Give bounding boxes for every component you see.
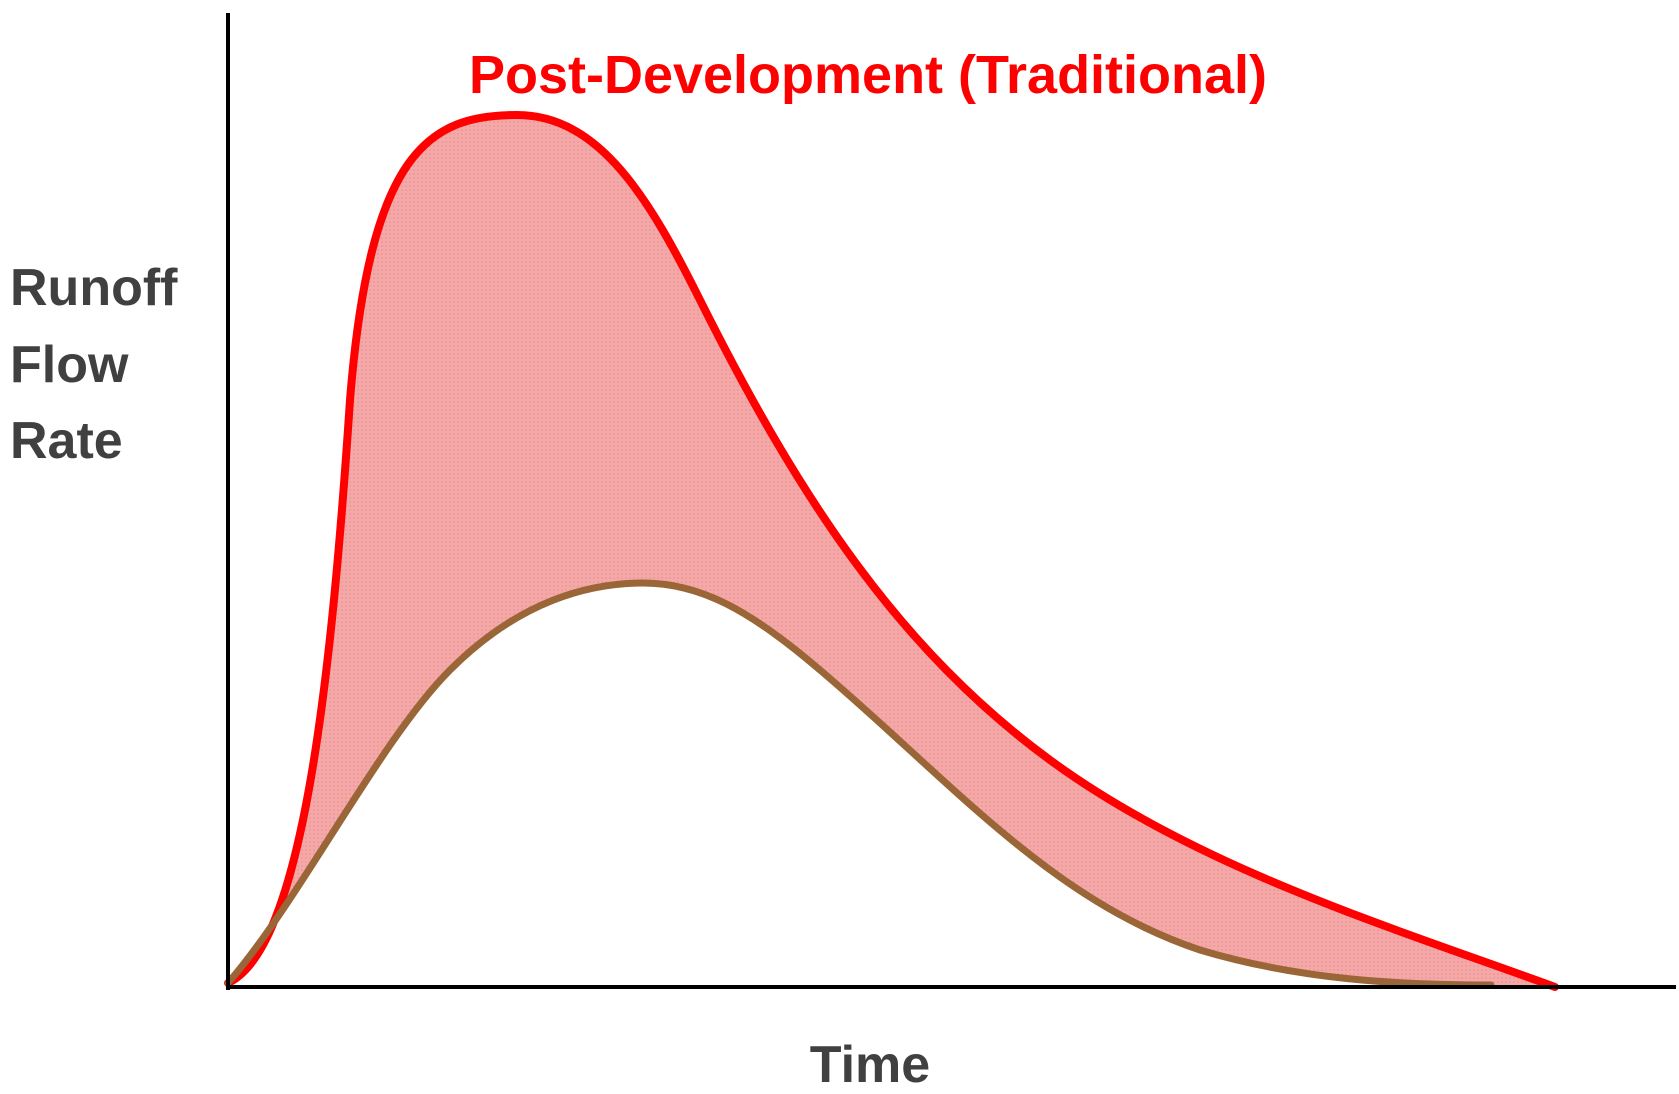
pre-development-area [228, 583, 1491, 990]
title: Post-Development (Traditional) [469, 45, 1267, 105]
pre-development-curve [224, 579, 1495, 989]
post-development-curve [224, 110, 1559, 991]
y-axis-label: Runoff [10, 259, 178, 317]
y-axis-label: Flow [10, 336, 129, 394]
y-axis-label: Rate [10, 412, 123, 470]
x-axis-label: Time [810, 1036, 930, 1094]
